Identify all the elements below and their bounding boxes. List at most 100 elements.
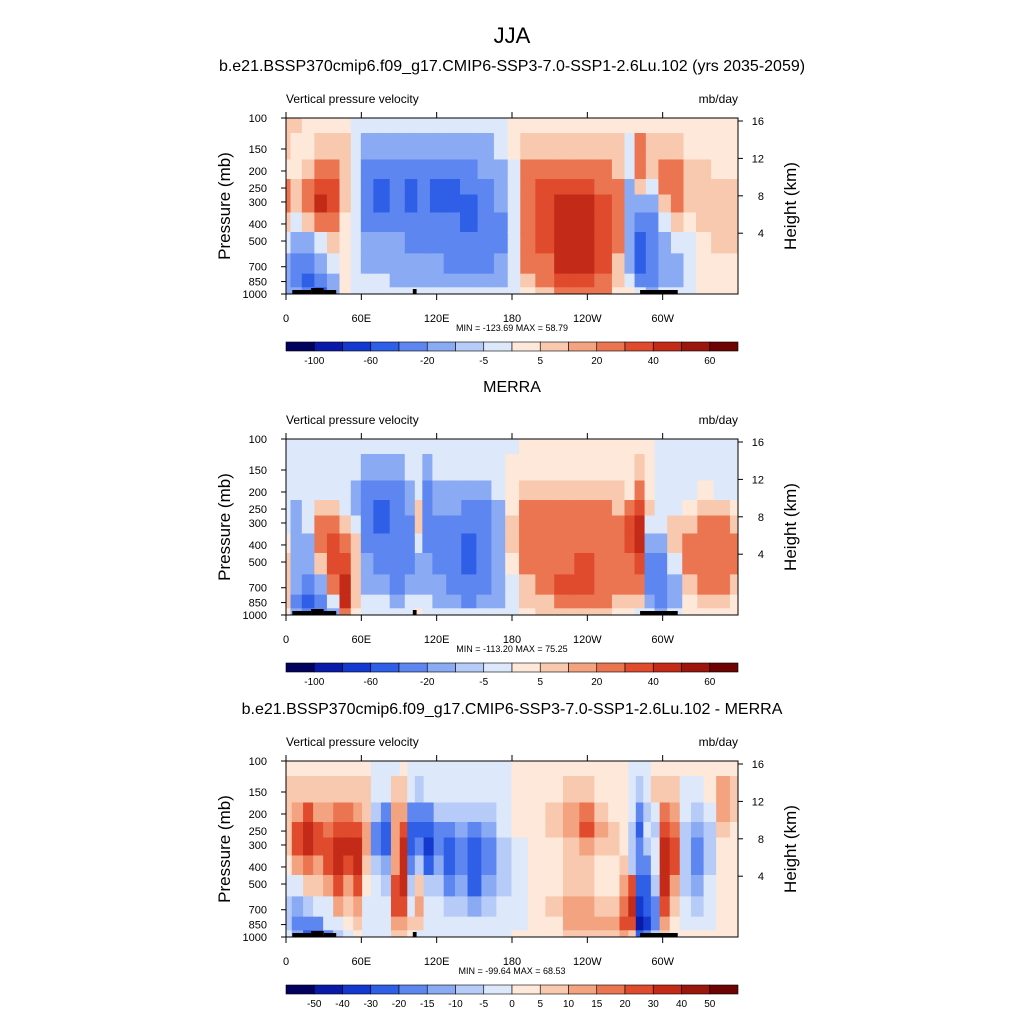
field-cell bbox=[574, 194, 596, 214]
field-cell bbox=[404, 194, 419, 214]
field-cell bbox=[703, 896, 718, 918]
field-cell bbox=[507, 273, 522, 289]
y-tick-label: 200 bbox=[249, 166, 267, 178]
field-cell bbox=[353, 874, 364, 898]
colorbar-box bbox=[313, 341, 343, 352]
height-tick-label: 16 bbox=[752, 437, 764, 449]
field-cell bbox=[594, 453, 613, 482]
colorbar-box bbox=[568, 984, 598, 995]
field-cell bbox=[496, 874, 513, 898]
field-cell bbox=[659, 761, 671, 777]
field-cell bbox=[697, 453, 715, 482]
field-cell bbox=[455, 896, 469, 918]
field-cell bbox=[619, 855, 630, 876]
field-cell bbox=[691, 775, 705, 804]
field-cell bbox=[291, 874, 305, 898]
field-cell bbox=[286, 594, 292, 610]
field-cell bbox=[554, 231, 576, 255]
field-cell bbox=[432, 594, 448, 610]
field-cell bbox=[360, 480, 375, 502]
field-cell bbox=[505, 515, 521, 535]
colorbar-label: -15 bbox=[420, 999, 435, 1010]
colorbar-box bbox=[483, 341, 513, 352]
field-cell bbox=[594, 822, 610, 839]
panel-merra: MERRA Vertical pressure velocity mb/day 100… bbox=[215, 379, 800, 688]
field-cell bbox=[667, 500, 684, 517]
field-cell bbox=[291, 916, 305, 932]
field-cell bbox=[519, 533, 537, 554]
field-cell bbox=[360, 533, 375, 554]
field-cell bbox=[491, 500, 507, 517]
field-cell bbox=[481, 896, 498, 918]
field-cell bbox=[446, 439, 463, 455]
colorbar-box bbox=[681, 341, 711, 352]
field-cell bbox=[527, 761, 547, 777]
field-cell bbox=[380, 822, 392, 839]
field-cell bbox=[729, 594, 738, 610]
field-cell bbox=[314, 515, 328, 535]
field-cell bbox=[562, 896, 581, 918]
field-cell bbox=[634, 159, 647, 181]
field-cell bbox=[370, 837, 382, 857]
field-cell bbox=[594, 552, 613, 576]
field-cell bbox=[643, 916, 652, 932]
field-cell bbox=[399, 896, 409, 918]
field-cell bbox=[326, 132, 341, 161]
field-cell bbox=[290, 594, 303, 610]
field-cell bbox=[496, 930, 513, 937]
field-cell bbox=[362, 837, 372, 857]
field-cell bbox=[545, 802, 564, 824]
field-cell bbox=[554, 194, 576, 214]
field-cell bbox=[290, 453, 303, 482]
field-cell bbox=[443, 874, 456, 898]
field-cell bbox=[711, 194, 730, 214]
field-cell bbox=[446, 533, 463, 554]
field-cell bbox=[696, 273, 713, 289]
field-cell bbox=[650, 822, 661, 839]
field-cell bbox=[703, 822, 718, 839]
field-cell bbox=[446, 515, 463, 535]
field-cell bbox=[432, 439, 448, 455]
field-cell bbox=[608, 916, 621, 932]
colorbar-label: -60 bbox=[364, 677, 379, 688]
field-cell bbox=[399, 775, 409, 804]
field-cell bbox=[619, 837, 630, 857]
field-cell bbox=[323, 837, 335, 857]
field-cell bbox=[339, 132, 352, 161]
field-cell bbox=[658, 273, 672, 289]
field-cell bbox=[691, 802, 705, 824]
field-cell bbox=[650, 775, 661, 804]
y-tick-label: 150 bbox=[249, 787, 267, 799]
field-cell bbox=[313, 802, 325, 824]
field-cell bbox=[643, 874, 652, 898]
field-cell bbox=[286, 761, 293, 777]
colorbar-box bbox=[426, 662, 456, 673]
field-cell bbox=[493, 194, 509, 214]
field-cell bbox=[594, 480, 613, 502]
field-cell bbox=[443, 212, 462, 233]
field-cell bbox=[467, 896, 483, 918]
field-cell bbox=[370, 916, 382, 932]
field-cell bbox=[414, 439, 424, 455]
field-cell bbox=[414, 480, 424, 502]
y-tick-label: 850 bbox=[249, 277, 267, 289]
field-cell bbox=[669, 874, 681, 898]
field-cell bbox=[713, 515, 731, 535]
colorbar-label: 40 bbox=[676, 999, 688, 1010]
field-cell bbox=[728, 159, 738, 181]
field-cell bbox=[429, 287, 445, 294]
field-cell bbox=[619, 802, 630, 824]
field-cell bbox=[574, 533, 596, 554]
field-cell bbox=[362, 896, 372, 918]
height-tick-label: 12 bbox=[752, 474, 764, 486]
field-cell bbox=[507, 159, 522, 181]
field-cell bbox=[728, 118, 738, 134]
field-cell bbox=[370, 775, 382, 804]
field-cell bbox=[481, 802, 498, 824]
field-cell bbox=[429, 231, 445, 255]
field-cell bbox=[729, 480, 738, 502]
field-cell bbox=[429, 253, 445, 275]
field-cell bbox=[634, 480, 646, 502]
y-tick-label: 400 bbox=[249, 862, 267, 874]
colorbar-label: -30 bbox=[364, 999, 379, 1010]
